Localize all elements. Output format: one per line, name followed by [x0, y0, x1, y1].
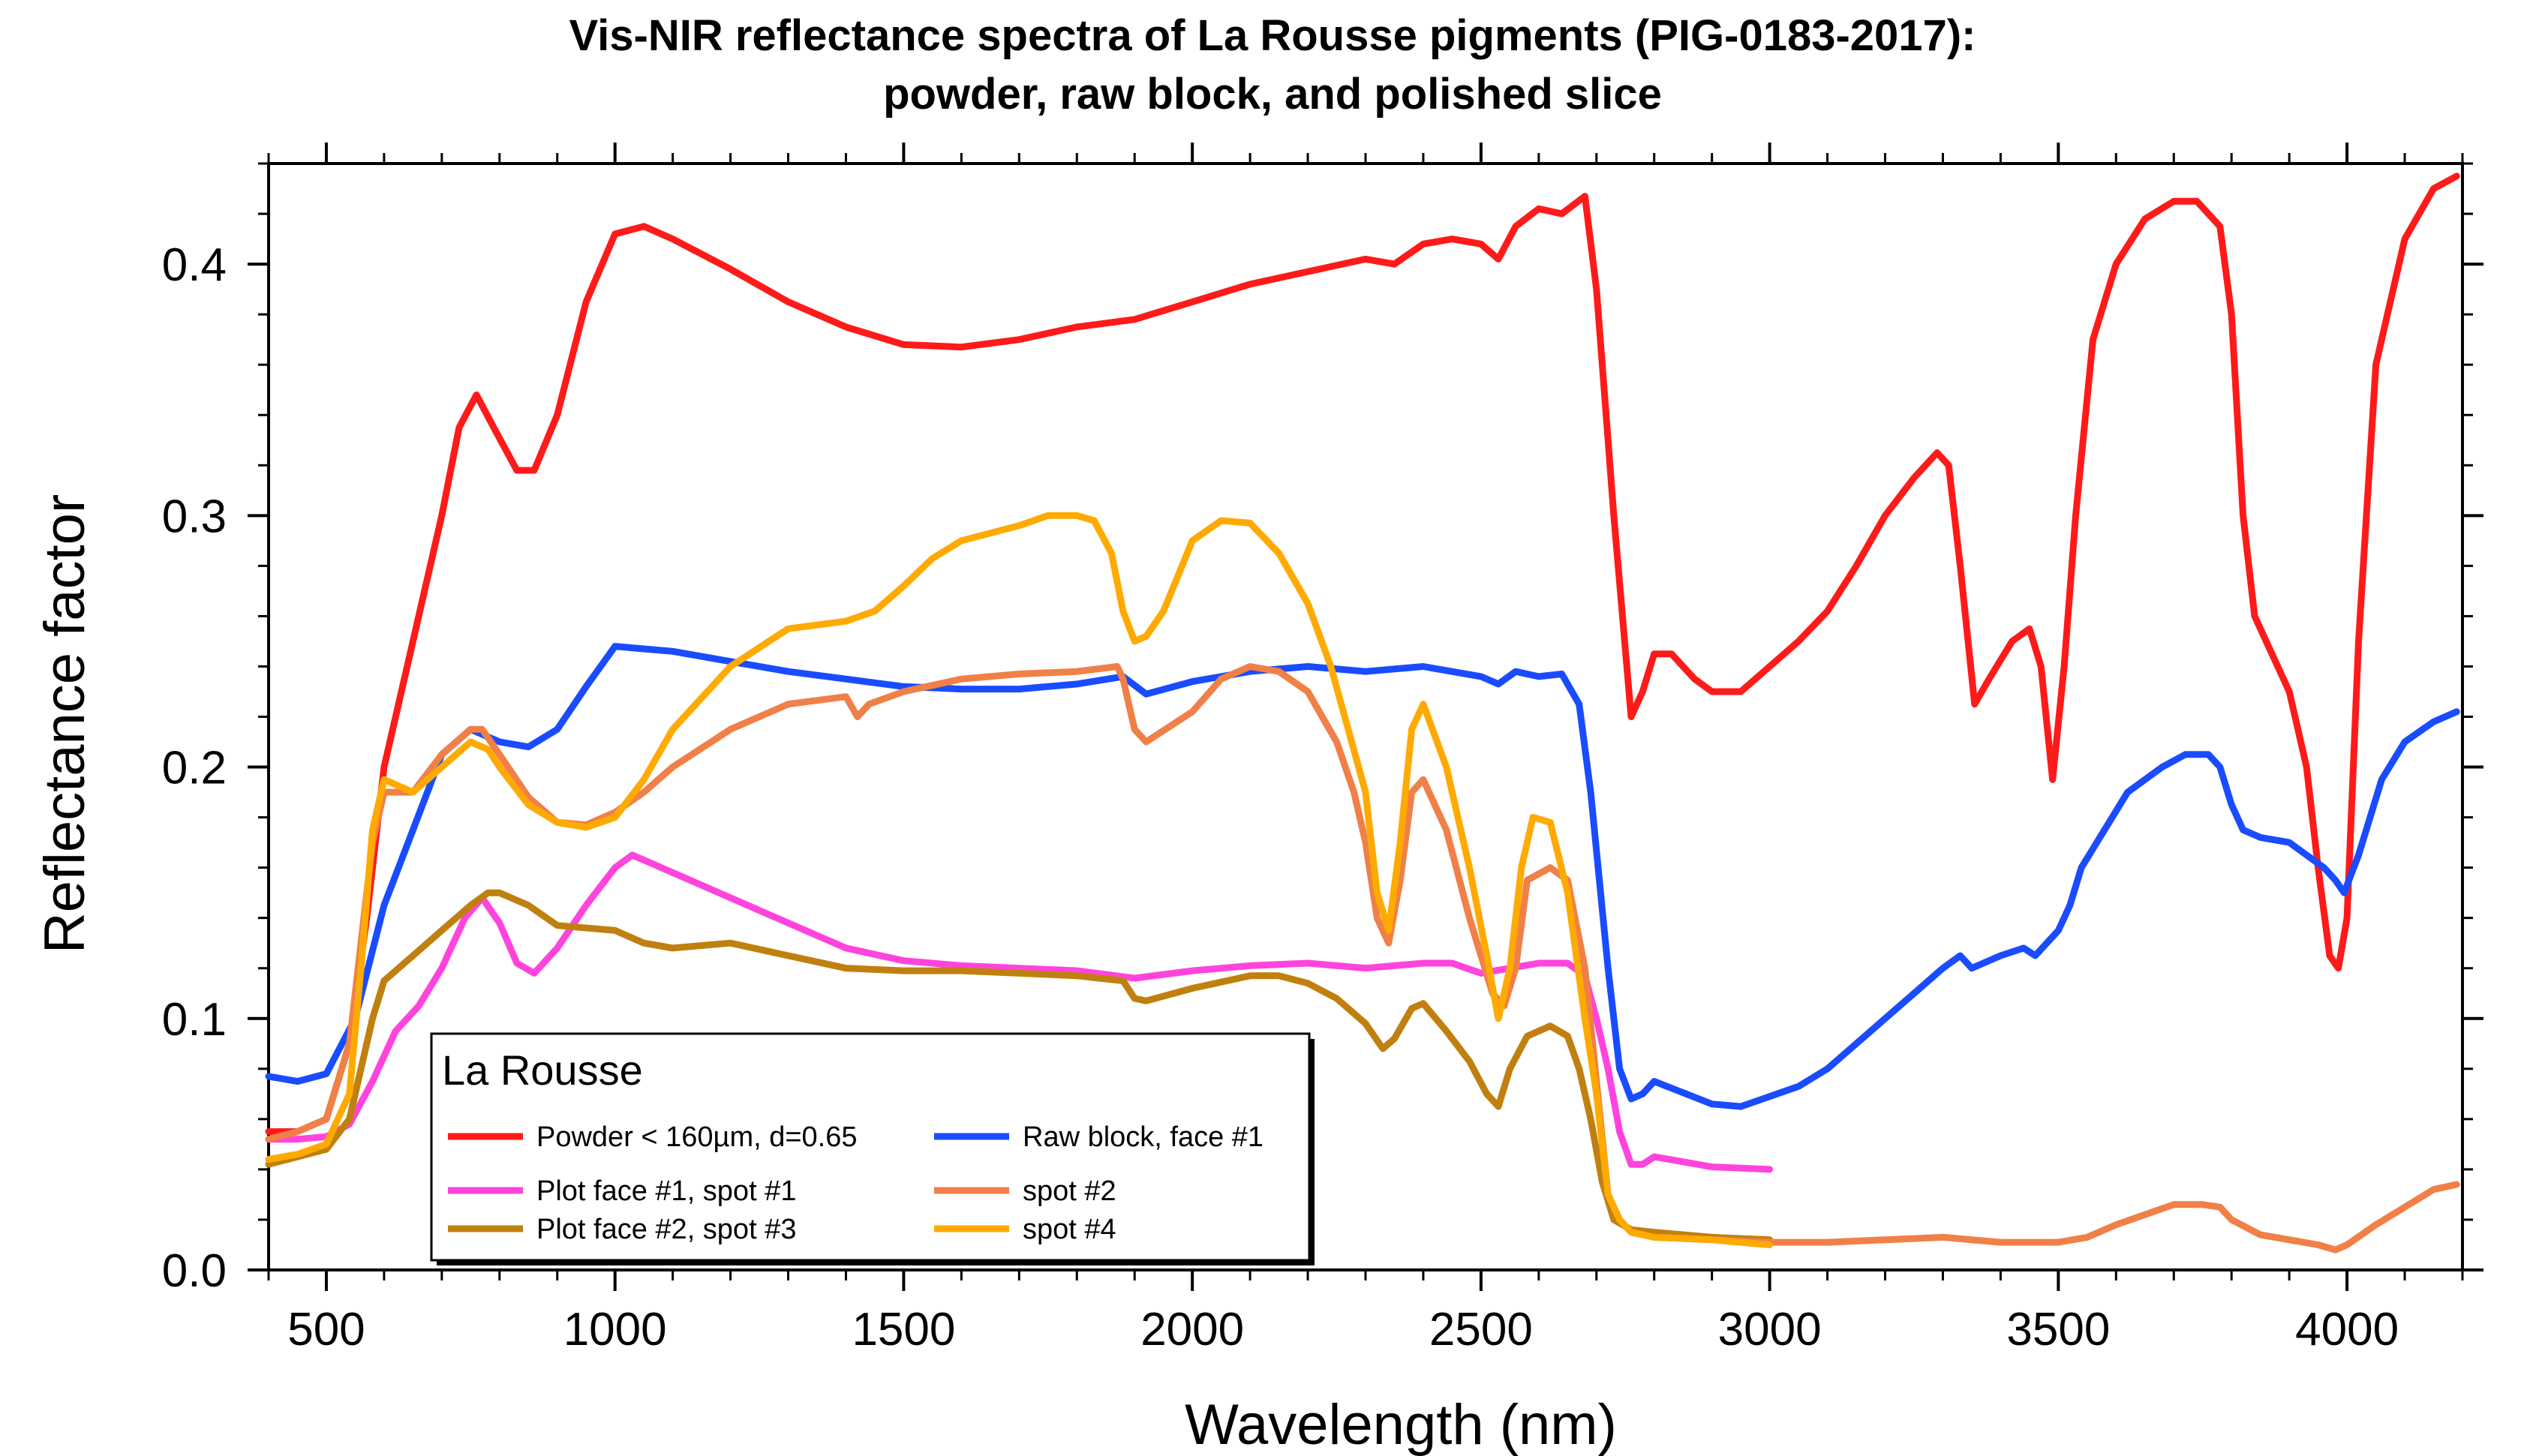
y-tick-label: 0.4	[162, 239, 227, 291]
series-lines	[265, 173, 2460, 1253]
series-line-2	[265, 643, 2460, 1110]
y-tick-label: 0.0	[162, 1245, 227, 1297]
legend-label: Powder < 160µm, d=0.65	[536, 1121, 858, 1153]
chart-title: Vis-NIR reflectance spectra of La Rousse…	[569, 11, 1976, 60]
x-axis-label: Wavelength (nm)	[1185, 1393, 1617, 1456]
y-tick-label: 0.3	[162, 491, 227, 542]
legend-label: spot #4	[1023, 1214, 1116, 1245]
y-tick-label: 0.2	[162, 743, 227, 794]
x-tick-label: 3000	[1718, 1304, 1822, 1355]
x-tick-label: 4000	[2295, 1304, 2399, 1355]
series-line-1	[265, 173, 2460, 1136]
legend-label: Plot face #1, spot #1	[536, 1175, 796, 1207]
legend-label: Plot face #2, spot #3	[536, 1214, 796, 1245]
legend-title: La Rousse	[442, 1046, 643, 1094]
legend-label: Raw block, face #1	[1023, 1121, 1263, 1153]
series-line-6	[265, 512, 1774, 1248]
series-line-4	[265, 889, 1774, 1244]
x-tick-label: 500	[287, 1304, 365, 1355]
legend-label: spot #2	[1023, 1175, 1116, 1207]
axes: 500 1000 1500 2000 2500 3000 3500 4000 0.0 0.1 0.2…	[162, 143, 2483, 1355]
legend-box	[430, 1032, 1311, 1262]
y-axis-label: Reflectance factor	[33, 494, 97, 954]
chart-subtitle: powder, raw block, and polished slice	[883, 70, 1662, 119]
y-tick-label: 0.1	[162, 994, 227, 1046]
x-tick-label: 1000	[563, 1304, 667, 1355]
x-tick-label: 3500	[2006, 1304, 2110, 1355]
x-tick-label: 1500	[852, 1304, 955, 1355]
legend: La Rousse Powder < 160µm, d=0.65 Raw block…	[430, 1032, 1315, 1265]
x-tick-label: 2500	[1429, 1304, 1533, 1355]
x-tick-label: 2000	[1140, 1304, 1244, 1355]
